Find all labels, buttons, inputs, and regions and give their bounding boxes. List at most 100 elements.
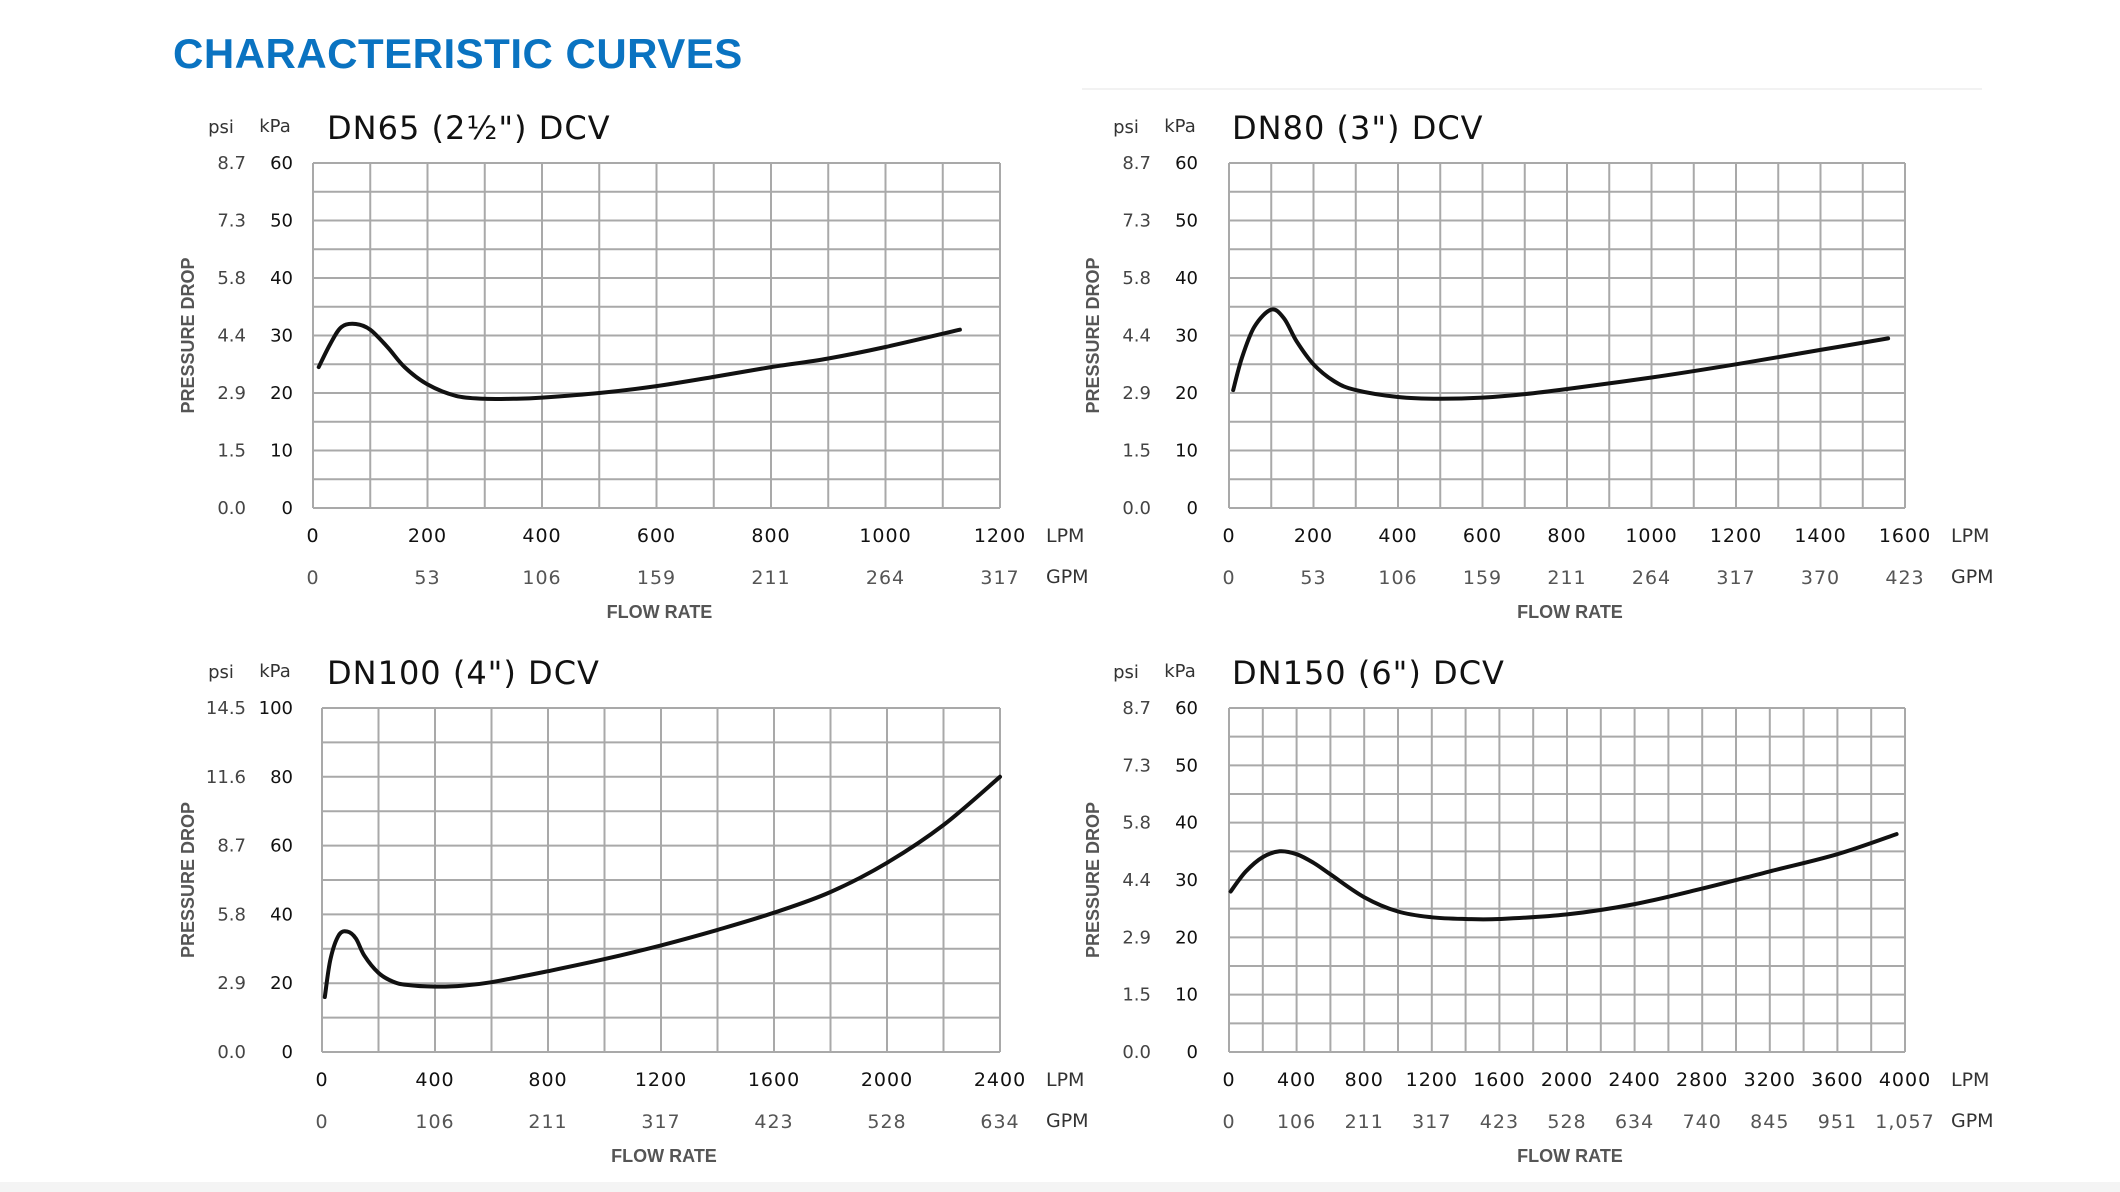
y-axis-title: PRESSURE DROP (1083, 802, 1103, 958)
x2-tick-label: 159 (1463, 567, 1502, 589)
y2-tick-label: 2.9 (217, 973, 246, 994)
y2-tick-label: 14.5 (206, 698, 246, 719)
x2-tick-label: 370 (1801, 567, 1840, 589)
chart-title: DN65 (2½") DCV (327, 109, 611, 147)
y-tick-label: 0 (1187, 1042, 1198, 1063)
y2-tick-label: 4.4 (217, 326, 246, 347)
y-tick-label: 30 (1175, 326, 1198, 347)
x-tick-label: 1600 (1879, 525, 1931, 547)
y-tick-label: 50 (1175, 755, 1198, 776)
x2-tick-label: 634 (1615, 1111, 1654, 1133)
x2-tick-label: 0 (306, 567, 319, 589)
y2-tick-label: 4.4 (1122, 870, 1151, 891)
x-axis-title: FLOW RATE (1517, 602, 1623, 622)
x2-tick-label: 740 (1683, 1111, 1722, 1133)
y-tick-label: 40 (1175, 268, 1198, 289)
x2-tick-label: 159 (637, 567, 676, 589)
y2-tick-label: 5.8 (1122, 268, 1151, 289)
y-tick-label: 30 (270, 326, 293, 347)
y-axis-title: PRESSURE DROP (178, 257, 198, 413)
chart-title: DN150 (6") DCV (1232, 654, 1505, 692)
x2-tick-label: 106 (415, 1111, 454, 1133)
x2-tick-label: 423 (754, 1111, 793, 1133)
x-tick-label: 800 (1345, 1069, 1384, 1091)
y2-tick-label: 5.8 (217, 904, 246, 925)
chart-dn150: psi kPa DN150 (6") DCV 0.0 0 1.5 10 2.9 20 4.4 30 5… (1083, 654, 1994, 1166)
x-tick-label: 800 (751, 525, 790, 547)
x2-tick-label: 317 (1716, 567, 1755, 589)
x2-tick-label: 528 (867, 1111, 906, 1133)
y-tick-label: 60 (1175, 153, 1198, 174)
x2-tick-label: 317 (980, 567, 1019, 589)
y-tick-label: 20 (270, 383, 293, 404)
x-tick-label: 600 (1463, 525, 1502, 547)
y2-tick-label: 7.3 (1122, 211, 1151, 232)
x-tick-label: 200 (408, 525, 447, 547)
chart-title: DN80 (3") DCV (1232, 109, 1484, 147)
x-tick-label: 2400 (1608, 1069, 1660, 1091)
y2-tick-label: 4.4 (1122, 326, 1151, 347)
y-tick-label: 20 (270, 973, 293, 994)
y2-tick-label: 8.7 (1122, 698, 1151, 719)
x-tick-label: 400 (1378, 525, 1417, 547)
x2-tick-label: 423 (1885, 567, 1924, 589)
x-tick-label: 2800 (1676, 1069, 1728, 1091)
x-unit-label: LPM (1951, 1069, 1989, 1091)
x-axis-title: FLOW RATE (611, 1146, 717, 1166)
y-tick-label: 20 (1175, 927, 1198, 948)
y2-tick-label: 0.0 (1122, 498, 1151, 519)
y-tick-label: 10 (270, 441, 293, 462)
psi-unit-label: psi (208, 117, 234, 138)
x-unit-label: LPM (1046, 1069, 1084, 1091)
series-line (322, 774, 1002, 999)
x-tick-label: 400 (1277, 1069, 1316, 1091)
series-line (316, 321, 962, 402)
x2-tick-label: 53 (1300, 567, 1326, 589)
y-tick-label: 40 (270, 904, 293, 925)
x-tick-label: 3200 (1744, 1069, 1796, 1091)
y2-tick-label: 0.0 (217, 1042, 246, 1063)
y2-tick-label: 11.6 (206, 767, 246, 788)
y2-tick-label: 7.3 (217, 211, 246, 232)
x2-tick-label: 423 (1480, 1111, 1519, 1133)
y-axis-title: PRESSURE DROP (1083, 257, 1103, 413)
x-tick-label: 1400 (1794, 525, 1846, 547)
y-tick-label: 30 (1175, 870, 1198, 891)
x-tick-label: 0 (1222, 525, 1235, 547)
psi-unit-label: psi (1113, 117, 1139, 138)
divider (1082, 88, 1982, 90)
x2-tick-label: 951 (1818, 1111, 1857, 1133)
page-title: CHARACTERISTIC CURVES (173, 30, 743, 77)
x-unit-label: LPM (1951, 525, 1989, 547)
x-tick-label: 600 (637, 525, 676, 547)
y-axis-title: PRESSURE DROP (178, 802, 198, 958)
y2-tick-label: 8.7 (1122, 153, 1151, 174)
x-axis-title: FLOW RATE (607, 602, 713, 622)
psi-unit-label: psi (1113, 662, 1139, 683)
y-tick-label: 0 (282, 1042, 293, 1063)
x-tick-label: 4000 (1879, 1069, 1931, 1091)
y2-tick-label: 8.7 (217, 836, 246, 857)
y-tick-label: 10 (1175, 441, 1198, 462)
y2-tick-label: 8.7 (217, 153, 246, 174)
y-tick-label: 80 (270, 767, 293, 788)
x2-tick-label: 317 (1412, 1111, 1451, 1133)
x2-tick-label: 211 (1345, 1111, 1384, 1133)
x-tick-label: 1600 (1473, 1069, 1525, 1091)
x2-tick-label: 0 (1222, 1111, 1235, 1133)
x-tick-label: 2400 (974, 1069, 1026, 1091)
y2-tick-label: 5.8 (1122, 813, 1151, 834)
x-tick-label: 1200 (635, 1069, 687, 1091)
x-tick-label: 800 (528, 1069, 567, 1091)
x-tick-label: 0 (1222, 1069, 1235, 1091)
psi-unit-label: psi (208, 662, 234, 683)
x-tick-label: 1000 (1625, 525, 1677, 547)
y-tick-label: 20 (1175, 383, 1198, 404)
x2-tick-label: 106 (522, 567, 561, 589)
x-tick-label: 1200 (1710, 525, 1762, 547)
x2-tick-label: 634 (980, 1111, 1019, 1133)
y2-tick-label: 0.0 (217, 498, 246, 519)
y-tick-label: 0 (1187, 498, 1198, 519)
kpa-unit-label: kPa (1164, 661, 1196, 682)
x2-unit-label: GPM (1046, 566, 1089, 588)
